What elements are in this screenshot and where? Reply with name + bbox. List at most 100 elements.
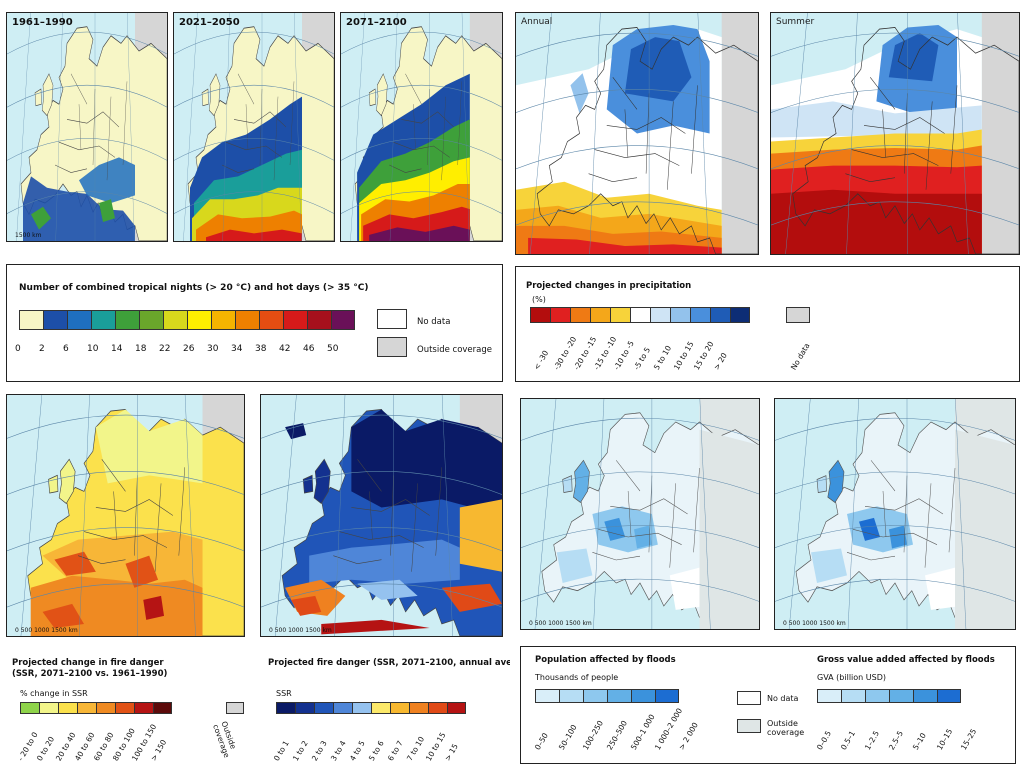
no-data-label: No data — [417, 317, 451, 327]
scale-bar-label: 0 500 1000 1500 km — [529, 620, 592, 627]
scale-bar-label-2: 0 500 1000 1500 km — [269, 627, 332, 634]
fire-danger-legend: Projected fire danger (SSR, 2071–2100, a… — [268, 658, 510, 766]
legend-tick-label: 1 000–2 000 — [653, 706, 685, 752]
legend-tick-label: 0–50 — [533, 731, 550, 752]
legend-tick-label: 0.5–1 — [839, 729, 858, 752]
legend-tick-label: 7 to 10 — [405, 734, 427, 763]
legend-tick-label: 42 — [279, 344, 291, 354]
legend-tick-label: 0 — [15, 344, 21, 354]
legend-swatch — [187, 310, 211, 330]
legend-tick-label: > 2 000 — [677, 720, 700, 752]
scale-bar-label: 1500 km — [15, 232, 42, 239]
legend-swatch — [20, 702, 39, 714]
legend-tick-label: > 15 — [443, 742, 460, 763]
no-data-swatch — [786, 307, 810, 323]
legend-swatches — [19, 310, 355, 330]
legend-swatch — [559, 689, 583, 703]
legend-tick-label: 22 — [159, 344, 171, 354]
legend-swatch — [865, 689, 889, 703]
no-data-label: No data — [789, 341, 812, 372]
legend-swatch — [690, 307, 710, 323]
legend-tick-label: 15 to 20 — [692, 339, 716, 372]
legend-swatch — [58, 702, 77, 714]
legend-swatch — [570, 307, 590, 323]
legend-swatch — [937, 689, 961, 703]
legend-swatch — [655, 689, 679, 703]
precipitation-legend: Projected changes in precipitation (%) <… — [515, 266, 1020, 382]
population-legend-title: Population affected by floods — [535, 655, 676, 665]
legend-tick-label: 18 — [135, 344, 147, 354]
scale-bar-label: 0 500 1000 1500 km — [15, 627, 78, 634]
legend-swatch — [670, 307, 690, 323]
legend-unit: (%) — [532, 295, 546, 304]
legend-swatch — [276, 702, 295, 714]
map-graphic — [174, 13, 334, 241]
legend-tick-label: 15–25 — [959, 727, 979, 752]
legend-title: Number of combined tropical nights (> 20… — [19, 283, 369, 293]
legend-swatch — [134, 702, 153, 714]
map-graphic — [341, 13, 502, 241]
map-season-label: Annual — [521, 17, 553, 27]
legend-tick-label: -5 to 5 — [632, 345, 653, 372]
population-legend-unit: Thousands of people — [535, 673, 619, 682]
tropical-nights-legend: Number of combined tropical nights (> 20… — [6, 264, 503, 382]
map-summer: Summer — [770, 12, 1020, 255]
map-2071-2100: 2071–2100 — [340, 12, 503, 242]
legend-swatch — [91, 310, 115, 330]
legend-swatch — [259, 310, 283, 330]
legend-tick-label: 5 to 6 — [367, 739, 386, 763]
gva-legend-ticks: 0–0.5 0.5–1 1–2.5 2.5–5 5–10 10–15 15–25 — [815, 727, 983, 756]
outside-coverage-label: Outside coverage — [767, 719, 805, 737]
legend-title: Projected changes in precipitation — [526, 281, 692, 291]
legend-swatch — [235, 310, 259, 330]
population-legend-ticks: 0–50 50–100 100–250 250–500 500–1 000 1 000–2… — [533, 707, 701, 756]
legend-tick-label: 0 to 20 — [35, 734, 57, 763]
outside-coverage-label: Outside coverage — [211, 720, 238, 759]
legend-swatch — [39, 702, 58, 714]
legend-title: Projected fire danger (SSR, 2071–2100, a… — [268, 658, 510, 668]
legend-tick-label: 100 to 150 — [130, 722, 159, 763]
legend-swatch — [841, 689, 865, 703]
legend-swatch — [390, 702, 409, 714]
legend-tick-label: -30 to -20 — [552, 335, 579, 372]
legend-tick-label: 3 to 4 — [329, 739, 348, 763]
legend-tick-label: 26 — [183, 344, 195, 354]
map-graphic — [521, 399, 759, 629]
legend-tick-label: 50–100 — [557, 723, 579, 752]
map-graphic — [261, 395, 502, 636]
gva-legend-title: Gross value added affected by floods — [817, 655, 995, 665]
legend-swatch — [115, 702, 134, 714]
legend-tick-label: -10 to -5 — [612, 339, 636, 372]
precipitation-panel: Annual Summer — [512, 0, 1024, 390]
legend-swatches — [276, 702, 466, 714]
fire-danger-panel: 0 500 1000 1500 km 0 500 1000 1500 km — [0, 392, 510, 768]
map-2021-2050: 2021–2050 — [173, 12, 335, 242]
legend-swatch — [631, 689, 655, 703]
legend-tick-label: 1–2.5 — [863, 729, 882, 752]
legend-swatch — [115, 310, 139, 330]
legend-tick-label: -20 to -15 — [572, 335, 599, 372]
legend-title-line1: Projected change in fire danger — [12, 658, 164, 668]
outside-coverage-swatch — [377, 337, 407, 357]
no-data-label-wrap: No data — [789, 341, 818, 376]
legend-swatch — [610, 307, 630, 323]
legend-swatch — [535, 689, 559, 703]
scale-bar-label-2: 0 500 1000 1500 km — [783, 620, 846, 627]
no-data-swatch — [737, 691, 761, 705]
legend-swatch — [96, 702, 115, 714]
legend-swatch — [67, 310, 91, 330]
legend-swatch — [650, 307, 670, 323]
legend-tick-label: 10 to 15 — [672, 339, 696, 372]
legend-swatch — [447, 702, 466, 714]
legend-tick-label: -15 to -10 — [592, 335, 619, 372]
legend-tick-label: 2.5–5 — [887, 729, 906, 752]
legend-swatch — [428, 702, 447, 714]
no-data-swatch — [377, 309, 407, 329]
legend-tick-label: > 150 — [149, 738, 169, 763]
legend-tick-label: > 20 — [712, 351, 729, 372]
gva-legend-unit: GVA (billion USD) — [817, 673, 886, 682]
population-legend-swatches — [535, 689, 679, 703]
legend-swatch — [333, 702, 352, 714]
fire-change-legend: Projected change in fire danger (SSR, 20… — [12, 658, 262, 766]
legend-tick-label: 6 — [63, 344, 69, 354]
